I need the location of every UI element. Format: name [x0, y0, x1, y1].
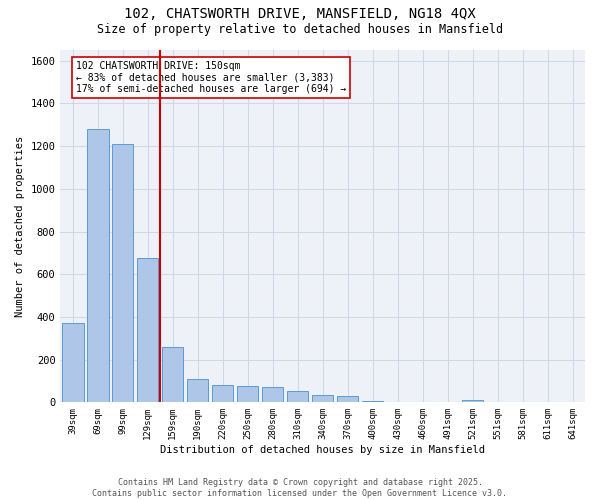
Bar	[362, 400, 383, 402]
Text: Size of property relative to detached houses in Mansfield: Size of property relative to detached ho…	[97, 22, 503, 36]
Bar	[112, 144, 133, 403]
Bar	[212, 385, 233, 402]
Y-axis label: Number of detached properties: Number of detached properties	[15, 136, 25, 317]
Bar	[62, 324, 83, 402]
Bar	[337, 396, 358, 402]
Text: 102, CHATSWORTH DRIVE, MANSFIELD, NG18 4QX: 102, CHATSWORTH DRIVE, MANSFIELD, NG18 4…	[124, 8, 476, 22]
Bar	[312, 395, 334, 402]
Bar	[237, 386, 259, 402]
Bar	[87, 129, 109, 402]
Text: 102 CHATSWORTH DRIVE: 150sqm
← 83% of detached houses are smaller (3,383)
17% of: 102 CHATSWORTH DRIVE: 150sqm ← 83% of de…	[76, 60, 346, 94]
Text: Contains HM Land Registry data © Crown copyright and database right 2025.
Contai: Contains HM Land Registry data © Crown c…	[92, 478, 508, 498]
Bar	[462, 400, 483, 402]
Bar	[137, 258, 158, 402]
Bar	[287, 390, 308, 402]
Bar	[162, 347, 184, 403]
X-axis label: Distribution of detached houses by size in Mansfield: Distribution of detached houses by size …	[160, 445, 485, 455]
Bar	[262, 388, 283, 402]
Bar	[187, 379, 208, 402]
